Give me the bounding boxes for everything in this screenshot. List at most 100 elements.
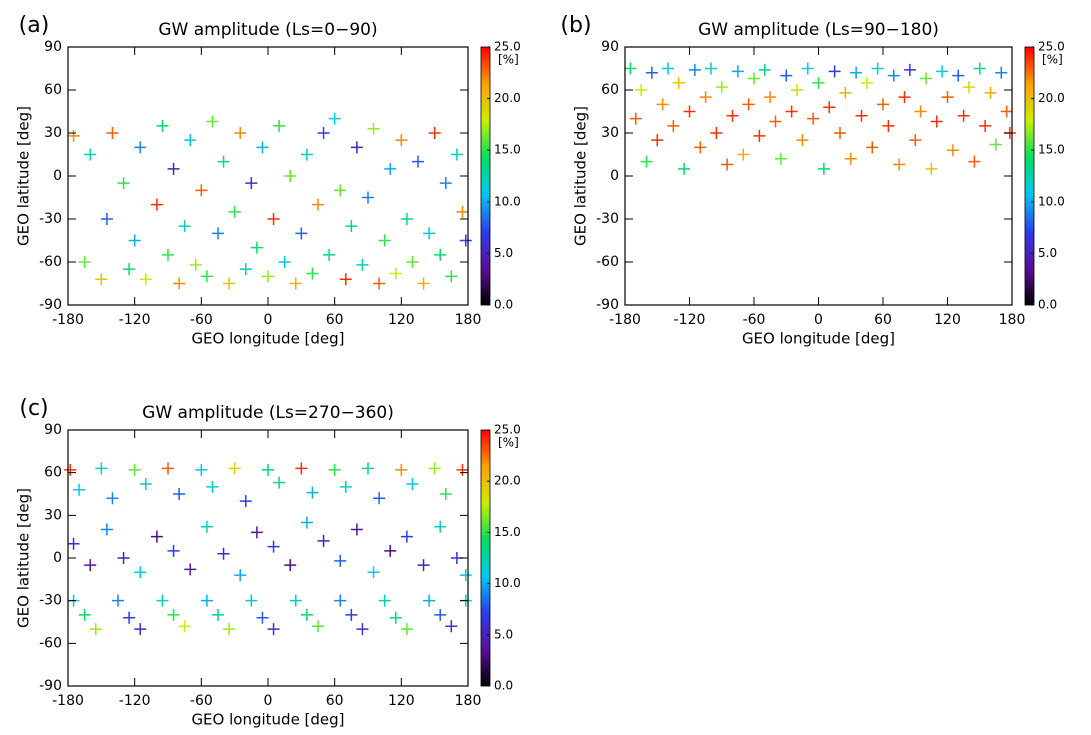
x-tick-label: 180 (999, 312, 1026, 328)
data-point (128, 234, 141, 247)
data-point (844, 152, 857, 165)
data-point (306, 486, 319, 499)
x-tick-label: 0 (814, 312, 823, 328)
data-point (683, 105, 696, 118)
data-point (801, 62, 814, 75)
data-point (289, 277, 302, 290)
data-point (262, 270, 274, 283)
chart-title: GW amplitude (Ls=0−90) (158, 20, 377, 40)
data-point (223, 623, 236, 636)
data-point (367, 122, 380, 135)
y-tick-label: 90 (44, 39, 62, 55)
data-point (334, 594, 347, 607)
x-tick-label: -120 (119, 312, 151, 328)
data-point (389, 611, 402, 624)
x-tick-label: 0 (264, 693, 273, 709)
data-point (395, 134, 408, 147)
x-tick-label: 120 (388, 312, 415, 328)
data-point (200, 594, 213, 607)
data-point (317, 534, 330, 547)
colorbar-tick-label: 20.0 (1038, 91, 1065, 105)
data-point (284, 170, 297, 182)
data-point (930, 115, 943, 128)
data-point (914, 105, 927, 118)
data-point (635, 84, 648, 96)
data-point (212, 227, 224, 240)
data-point (957, 109, 970, 122)
data-point (128, 463, 141, 476)
data-point (417, 559, 430, 572)
y-tick-label: -90 (39, 678, 62, 694)
data-point (995, 66, 1008, 79)
data-point (117, 177, 130, 190)
data-point (400, 623, 413, 636)
data-point (234, 127, 247, 139)
data-point (100, 213, 113, 225)
data-point (223, 277, 236, 290)
data-point (855, 109, 868, 122)
data-point (439, 177, 452, 190)
x-tick-label: 60 (326, 693, 344, 709)
data-point (367, 566, 380, 579)
data-point (89, 623, 102, 636)
panel-label: (a) (19, 13, 50, 38)
data-point (184, 134, 197, 147)
y-tick-label: -30 (39, 211, 62, 227)
data-point (156, 119, 169, 132)
y-axis-label: GEO latitude [deg] (572, 106, 590, 246)
data-point (384, 544, 397, 557)
data-point (150, 198, 163, 211)
data-point (807, 112, 820, 125)
data-point (267, 213, 280, 225)
data-point (678, 162, 691, 175)
data-point (312, 620, 324, 633)
x-tick-label: 180 (455, 312, 482, 328)
data-point (898, 91, 911, 104)
y-tick-label: 60 (44, 82, 62, 98)
x-tick-label: -180 (52, 693, 84, 709)
data-point (228, 205, 241, 218)
colorbar-tick-label: 15.0 (494, 525, 521, 539)
data-point (178, 220, 191, 233)
data-point (434, 608, 447, 621)
data-point (250, 526, 263, 539)
colorbar-tick-label: 5.0 (494, 627, 513, 641)
data-point (812, 76, 825, 89)
data-point (624, 62, 637, 75)
data-point (866, 141, 879, 154)
panel-label: (c) (19, 396, 48, 421)
data-point (373, 277, 386, 290)
data-point (195, 463, 208, 476)
colorbar-tick-label: 20.0 (494, 474, 521, 488)
data-point (459, 234, 472, 247)
data-point (439, 488, 452, 500)
data-point (300, 516, 313, 529)
colorbar-tick-label: 5.0 (494, 246, 513, 260)
data-point (780, 69, 793, 82)
data-point (162, 248, 174, 261)
colorbar-tick-label: 0.0 (494, 298, 513, 312)
data-point (941, 91, 954, 104)
data-point (150, 530, 163, 543)
x-tick-label: 120 (934, 312, 961, 328)
data-point (428, 127, 441, 139)
data-point (834, 127, 846, 139)
data-point (284, 559, 297, 572)
data-point (705, 62, 717, 75)
data-point (925, 162, 938, 175)
data-point (645, 66, 658, 79)
data-point (200, 520, 213, 533)
x-tick-label: -60 (190, 693, 213, 709)
x-tick-label: -60 (190, 312, 213, 328)
data-point (117, 552, 130, 564)
colorbar-tick-label: 25.0 (494, 423, 521, 437)
data-point (350, 523, 363, 536)
data-point (312, 198, 324, 211)
data-point (334, 554, 347, 567)
data-point (123, 263, 136, 276)
y-tick-label: -60 (596, 254, 619, 270)
data-point (317, 127, 330, 139)
data-point (877, 98, 889, 111)
data-point (882, 119, 895, 132)
